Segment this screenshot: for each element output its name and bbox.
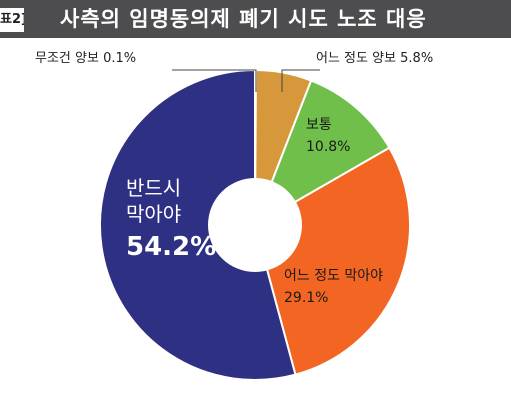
slice-value-0: 54.2%	[126, 232, 216, 262]
leader-line-slice-2	[281, 69, 320, 92]
leader-lines	[172, 69, 320, 92]
slice-2	[254, 68, 313, 226]
slice-label-3-line-0: 보통	[306, 117, 332, 133]
slice-0	[99, 68, 297, 381]
slice-value-4: 29.1%	[284, 290, 328, 306]
slice-value-3: 10.8%	[306, 139, 350, 155]
slice-label-4-line-0: 어느 정도 막아야	[284, 268, 383, 284]
chart-title: 사측의 임명동의제 폐기 시도 노조 대응	[60, 7, 427, 31]
slice-label-2: 어느 정도 양보 5.8%	[316, 51, 433, 66]
donut-hole	[208, 178, 302, 272]
slice-1	[254, 68, 257, 226]
donut-slices	[99, 68, 412, 381]
title-bar: 표2] 사측의 임명동의제 폐기 시도 노조 대응	[0, 0, 511, 38]
leader-line-slice-1	[172, 69, 257, 92]
figure-tag: 표2]	[0, 8, 24, 32]
slice-label-0-line-1: 막아야	[126, 202, 181, 226]
slice-4	[253, 146, 412, 376]
slice-3	[253, 79, 391, 228]
slice-label-1: 무조건 양보 0.1%	[35, 51, 136, 66]
slice-label-0-line-0: 반드시	[126, 176, 181, 200]
